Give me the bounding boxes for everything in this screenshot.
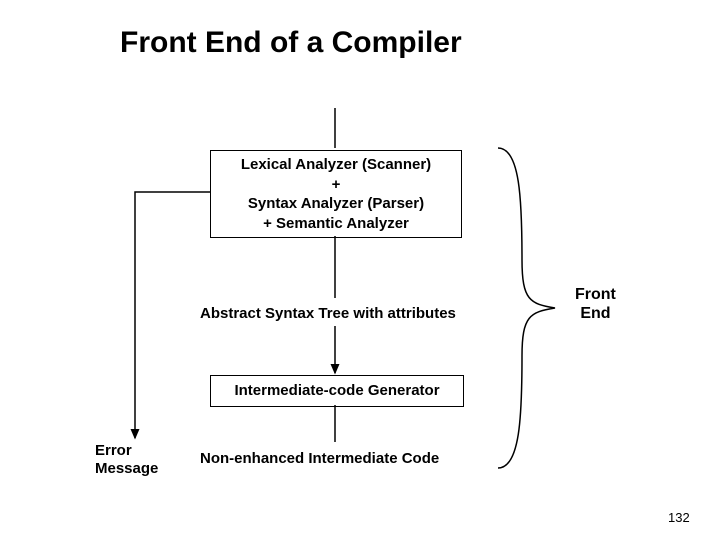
connectors (0, 0, 720, 540)
